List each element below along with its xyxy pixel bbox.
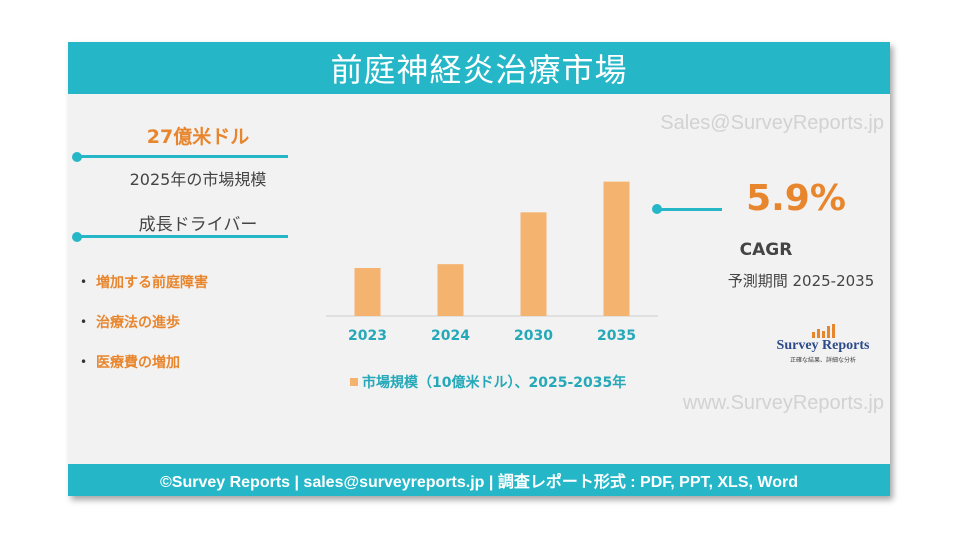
- logo-name: Survey Reports: [776, 338, 870, 353]
- right-panel: 5.9% CAGR 予測期間 2025-2035: [652, 94, 890, 394]
- market-value: 27億米ドル: [146, 126, 250, 148]
- watermark-url: www.SurveyReports.jp: [682, 392, 884, 414]
- divider-line: [76, 235, 288, 238]
- logo-bars-icon: [758, 324, 888, 338]
- x-tick-label: 2024: [431, 328, 470, 344]
- forecast-period: 予測期間 2025-2035: [727, 272, 875, 290]
- cagr-line: [656, 208, 722, 211]
- divider-line: [76, 155, 288, 158]
- drivers-heading: 成長ドライバー: [138, 215, 258, 235]
- survey-reports-logo: Survey Reports 正確な結果、詳細な分析: [758, 324, 888, 374]
- bullet-icon: •: [80, 275, 88, 289]
- chart-legend: 市場規模（10億米ドル）、2025-2035年: [350, 372, 626, 392]
- legend-label: 市場規模（10億米ドル）、2025-2035年: [362, 375, 627, 391]
- drivers-list: • 増加する前庭障害 • 治療法の進歩 • 医療費の増加: [80, 262, 208, 382]
- x-tick-label: 2030: [514, 328, 553, 344]
- footer-bar: ©Survey Reports | sales@surveyreports.jp…: [68, 464, 890, 496]
- x-tick-label: 2035: [597, 328, 636, 344]
- driver-label: 医療費の増加: [96, 355, 180, 371]
- market-size-label: 2025年の市場規模: [129, 170, 267, 189]
- driver-label: 治療法の進歩: [96, 315, 180, 331]
- list-item: • 医療費の増加: [80, 342, 208, 382]
- x-tick-label: 2023: [348, 328, 387, 344]
- bullet-icon: •: [80, 315, 88, 329]
- infographic-card: 前庭神経炎治療市場 Sales@SurveyReports.jp www.Sur…: [68, 42, 890, 496]
- bar-2024: [437, 264, 464, 316]
- bar-chart: 2023 2024 2030 2035: [326, 181, 658, 344]
- legend-swatch: [350, 378, 358, 386]
- logo-tagline: 正確な結果、詳細な分析: [789, 357, 856, 364]
- page-title: 前庭神経炎治療市場: [330, 51, 628, 89]
- cagr-value: 5.9%: [746, 178, 846, 219]
- driver-label: 増加する前庭障害: [96, 275, 208, 291]
- list-item: • 治療法の進歩: [80, 302, 208, 342]
- list-item: • 増加する前庭障害: [80, 262, 208, 302]
- watermark-email: Sales@SurveyReports.jp: [660, 112, 884, 134]
- title-bar: 前庭神経炎治療市場: [68, 42, 890, 94]
- bar-2035: [603, 181, 630, 316]
- bullet-icon: •: [80, 355, 88, 369]
- cagr-label: CAGR: [739, 240, 793, 260]
- bar-2030: [520, 212, 547, 316]
- bar-2023: [354, 268, 381, 316]
